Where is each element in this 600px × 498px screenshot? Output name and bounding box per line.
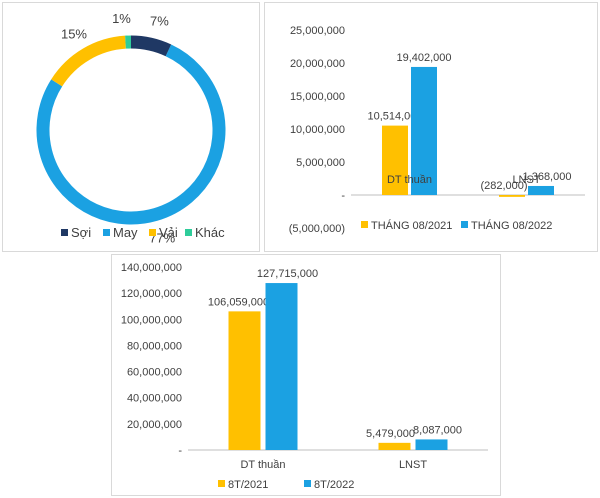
y-tick-label: 25,000,000 xyxy=(290,25,345,37)
y-tick-label: 80,000,000 xyxy=(127,340,182,352)
y-tick-label: 100,000,000 xyxy=(121,314,182,326)
legend-label: Sợi xyxy=(71,225,91,240)
monthly-bar-chart-panel: 25,000,000 20,000,000 15,000,000 10,000,000… xyxy=(264,2,598,252)
legend-label: 8T/2022 xyxy=(314,479,354,491)
legend-label: THÁNG 08/2022 xyxy=(471,219,552,232)
donut-slice-label: 7% xyxy=(150,14,169,29)
legend-label: Khác xyxy=(195,225,225,240)
bar-data-label: 106,059,000 xyxy=(208,296,269,308)
monthly-bar-chart: 25,000,000 20,000,000 15,000,000 10,000,000… xyxy=(289,25,585,235)
donut-chart-panel: 7% 77% 15% 1% Sợi May Vải Khác xyxy=(2,2,260,252)
bar xyxy=(265,283,298,450)
legend-swatch xyxy=(218,480,225,487)
y-tick-label: (5,000,000) xyxy=(289,223,345,235)
legend-label: May xyxy=(113,225,138,240)
x-tick-label: DT thuần xyxy=(240,459,285,471)
x-tick-label: DT thuần xyxy=(387,174,432,186)
bar xyxy=(411,66,437,195)
legend-label: 8T/2021 xyxy=(228,479,268,491)
y-tick-label: - xyxy=(178,445,182,457)
legend-swatch xyxy=(61,229,68,236)
bar-data-label: 10,514,000 xyxy=(367,111,422,123)
legend-swatch xyxy=(185,229,192,236)
y-tick-label: 120,000,000 xyxy=(121,288,182,300)
y-tick-label: - xyxy=(341,190,345,202)
donut-slice-label: 15% xyxy=(61,27,87,42)
donut-chart: 7%77%15%1%Sợi May Vải Khác xyxy=(36,11,226,246)
y-tick-label: 15,000,000 xyxy=(290,91,345,103)
donut-slice xyxy=(130,35,172,57)
bar xyxy=(528,185,554,195)
y-tick-label: 40,000,000 xyxy=(127,393,182,405)
legend-swatch xyxy=(461,221,468,228)
legend-swatch xyxy=(304,480,311,487)
legend-swatch xyxy=(103,229,110,236)
y-tick-label: 20,000,000 xyxy=(127,419,182,431)
bar-data-label: 19,402,000 xyxy=(396,52,451,64)
ytd-bar-chart: 140,000,000 120,000,000 100,000,000 80,000,… xyxy=(121,262,488,491)
bar xyxy=(382,125,408,195)
legend-swatch xyxy=(361,221,368,228)
legend-swatch xyxy=(149,229,156,236)
bar xyxy=(228,311,261,450)
y-tick-label: 60,000,000 xyxy=(127,367,182,379)
bar xyxy=(378,442,411,450)
bar-data-label: 127,715,000 xyxy=(257,268,318,280)
y-tick-label: 140,000,000 xyxy=(121,262,182,274)
y-tick-label: 20,000,000 xyxy=(290,58,345,70)
donut-slice-label: 1% xyxy=(112,11,131,26)
donut-slice xyxy=(51,35,127,87)
donut-slice xyxy=(36,44,226,225)
bar-data-label: 5,479,000 xyxy=(366,428,415,440)
bar xyxy=(499,195,525,197)
bar-data-label: 8,087,000 xyxy=(413,424,462,436)
x-tick-label: LNST xyxy=(512,174,540,186)
y-tick-label: 5,000,000 xyxy=(296,157,345,169)
legend-label: Vải xyxy=(159,225,178,240)
legend-label: THÁNG 08/2021 xyxy=(371,219,452,232)
bar xyxy=(415,439,448,450)
x-tick-label: LNST xyxy=(399,459,427,471)
ytd-bar-chart-panel: 140,000,000 120,000,000 100,000,000 80,000,… xyxy=(111,254,501,496)
bar-data-label: (282,000) xyxy=(480,180,527,192)
bar-data-label: 1,368,000 xyxy=(523,171,572,183)
y-tick-label: 10,000,000 xyxy=(290,124,345,136)
